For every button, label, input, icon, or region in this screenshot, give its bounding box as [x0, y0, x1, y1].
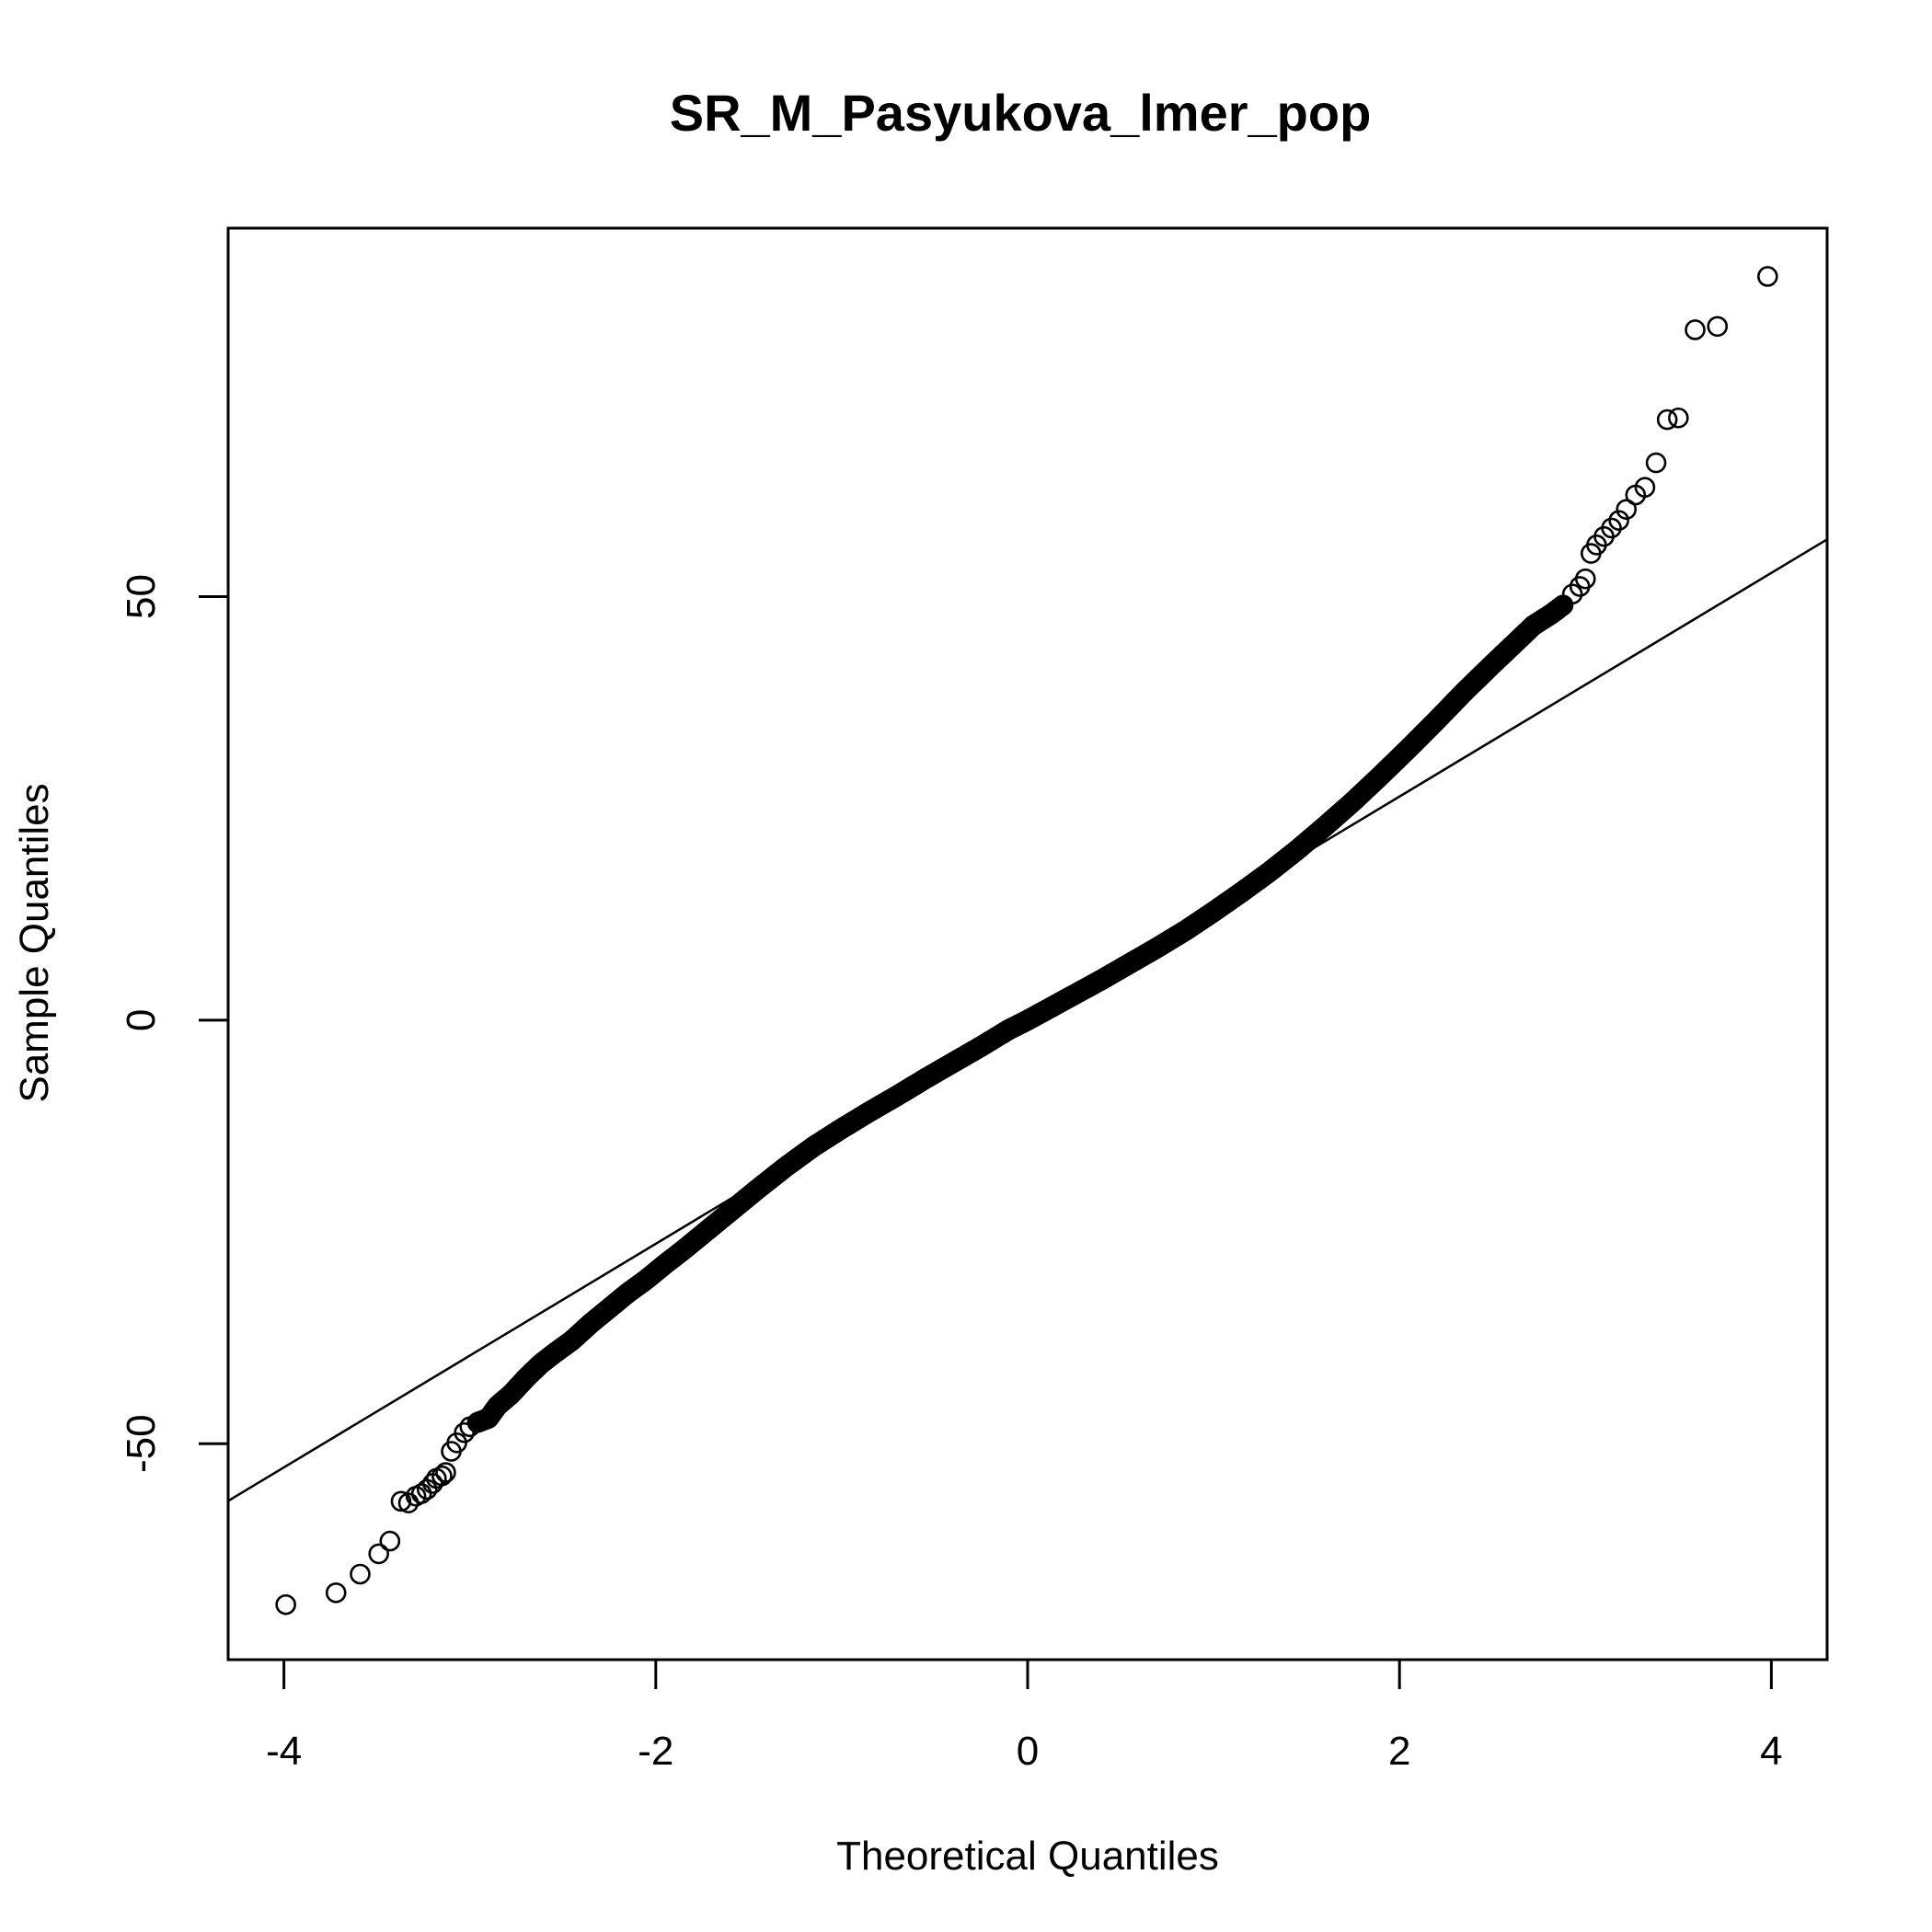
data-point [1454, 681, 1476, 702]
data-point [1147, 937, 1168, 958]
data-point [350, 1563, 371, 1585]
data-point [831, 1118, 853, 1140]
data-point [617, 1282, 638, 1304]
data-point [515, 1368, 536, 1389]
data-points [275, 266, 1778, 1616]
data-point [775, 1156, 797, 1178]
y-axis-label: Sample Quantiles [12, 783, 57, 1102]
x-tick-label: 4 [1760, 1729, 1782, 1774]
data-point [1645, 452, 1667, 474]
data-point [1707, 316, 1729, 338]
data-point [1481, 653, 1503, 675]
data-point [390, 1490, 412, 1512]
data-point [543, 1343, 564, 1364]
data-point [692, 1224, 713, 1246]
data-point [1064, 983, 1085, 1006]
x-tick-label: 0 [1017, 1729, 1039, 1774]
data-point [1685, 319, 1706, 340]
x-tick-label: 2 [1388, 1729, 1410, 1774]
data-point [368, 1543, 389, 1565]
x-axis-label: Theoretical Quantiles [836, 1834, 1219, 1879]
data-point [1286, 839, 1308, 861]
data-point [1259, 861, 1281, 883]
data-point [1231, 881, 1252, 903]
data-point [1601, 517, 1622, 539]
data-point [1668, 407, 1689, 429]
data-point [1342, 791, 1363, 812]
data-point [887, 1085, 908, 1107]
data-point [858, 1101, 880, 1122]
data-point [275, 1593, 296, 1616]
data-point [1504, 632, 1525, 654]
data-point [500, 1384, 522, 1406]
data-point [1202, 901, 1225, 923]
data-point [410, 1483, 432, 1504]
data-point [487, 1395, 509, 1417]
data-point [1017, 1009, 1039, 1031]
data-point [1035, 999, 1057, 1021]
data-point [719, 1201, 741, 1223]
x-tick-label: -2 [638, 1729, 673, 1774]
data-point [1616, 499, 1638, 520]
data-point [636, 1269, 658, 1290]
data-point [1119, 952, 1141, 974]
data-point [431, 1465, 453, 1487]
data-point [1370, 765, 1392, 787]
data-point [1656, 408, 1678, 431]
chart-title: SR_M_Pasyukova_lmer_pop [670, 84, 1372, 142]
data-point [998, 1018, 1020, 1041]
data-point [1397, 738, 1420, 759]
data-point [1315, 815, 1336, 837]
data-point [914, 1068, 937, 1089]
data-point [1608, 510, 1629, 531]
x-tick-label: -4 [266, 1729, 302, 1774]
data-point [971, 1036, 992, 1057]
data-point [1634, 477, 1656, 499]
data-point [379, 1530, 401, 1552]
data-point [942, 1052, 964, 1074]
data-point [466, 1411, 489, 1433]
data-point [747, 1178, 769, 1200]
data-point [325, 1581, 347, 1604]
data-point [1523, 615, 1544, 637]
data-point [1426, 709, 1447, 731]
data-point [803, 1135, 824, 1157]
data-point [1561, 583, 1583, 605]
data-point [1757, 266, 1778, 287]
data-point [1175, 919, 1197, 941]
y-tick-label: -50 [119, 1414, 164, 1473]
y-axis: -50 0 50 [119, 574, 230, 1473]
data-point [530, 1353, 551, 1374]
data-point [561, 1329, 583, 1351]
data-point [580, 1313, 602, 1334]
data-point [1574, 568, 1596, 590]
data-point [598, 1297, 620, 1319]
plot-frame [226, 226, 1829, 1662]
data-point [1091, 969, 1113, 990]
x-axis: -4 -2 0 2 4 [266, 1658, 1783, 1774]
data-point [654, 1253, 676, 1275]
data-point [454, 1421, 475, 1443]
y-tick-label: 50 [119, 574, 164, 619]
data-point [673, 1239, 695, 1260]
data-point [435, 1462, 456, 1483]
y-tick-label: 0 [119, 1009, 164, 1031]
